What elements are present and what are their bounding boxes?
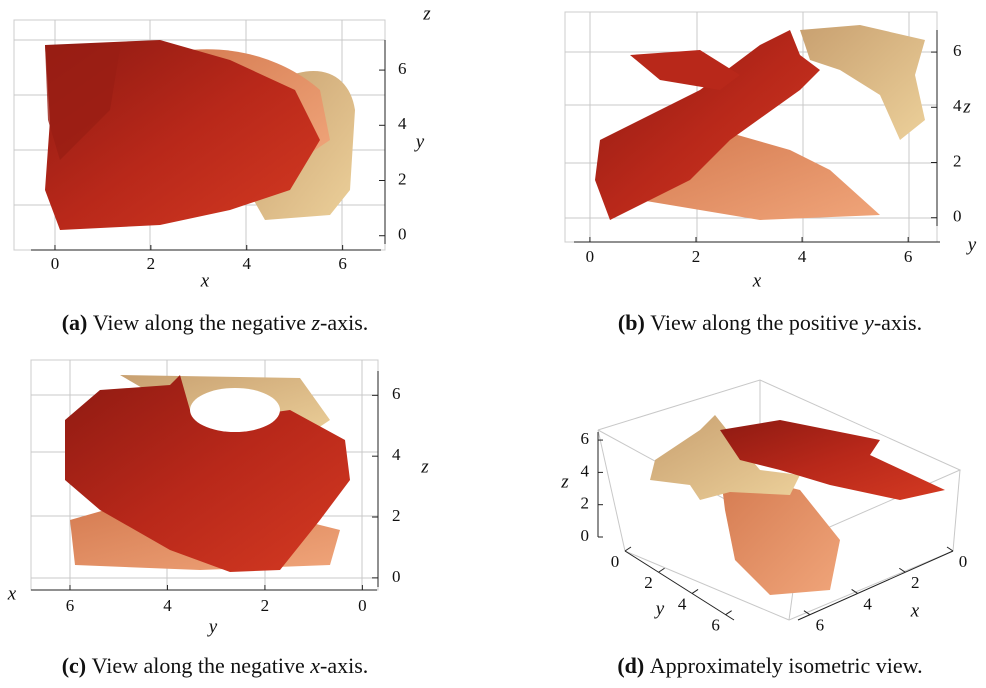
tick-label: 0 bbox=[392, 567, 401, 586]
caption-text: x bbox=[309, 653, 320, 678]
surface bbox=[45, 40, 355, 230]
tick-label: 0 bbox=[51, 254, 60, 273]
tick-label: 4 bbox=[163, 596, 172, 615]
tick-label: 0 bbox=[581, 526, 590, 545]
tick-label: 2 bbox=[581, 494, 590, 513]
caption-text: -axis. bbox=[320, 653, 368, 678]
tick-label: 0 bbox=[586, 247, 595, 266]
tick-label: 4 bbox=[243, 254, 252, 273]
caption: (d) Approximately isometric view. bbox=[617, 653, 922, 678]
tick-mark bbox=[725, 610, 732, 616]
caption-label: (b) bbox=[618, 310, 645, 335]
tick-mark bbox=[803, 610, 811, 616]
caption: (b) View along the positive y-axis. bbox=[618, 310, 922, 335]
tick-label: 2 bbox=[911, 573, 920, 592]
tick-label: 2 bbox=[692, 247, 701, 266]
tick-label: 4 bbox=[678, 594, 687, 613]
axis-line bbox=[797, 550, 954, 621]
axis-label: z bbox=[420, 456, 429, 477]
caption-label: (d) bbox=[617, 653, 644, 678]
tick-label: 2 bbox=[261, 596, 270, 615]
tick-label: 6 bbox=[953, 41, 962, 60]
axis-label: z bbox=[560, 471, 569, 492]
caption-text: View along the negative bbox=[93, 310, 312, 335]
caption-text: -axis. bbox=[320, 310, 368, 335]
tick-label: 6 bbox=[711, 616, 720, 635]
tick-mark bbox=[899, 567, 906, 573]
axis-label: y bbox=[414, 131, 425, 152]
tick-label: 0 bbox=[398, 225, 407, 244]
tick-label: 0 bbox=[959, 552, 968, 571]
caption-text: -axis. bbox=[874, 310, 922, 335]
tick-mark bbox=[851, 589, 858, 594]
caption-text: Approximately isometric view. bbox=[650, 653, 923, 678]
tick-label: 6 bbox=[904, 247, 913, 266]
tick-label: 4 bbox=[398, 114, 407, 133]
tick-label: 6 bbox=[66, 596, 75, 615]
tick-label: 2 bbox=[398, 169, 407, 188]
axis-label: z bbox=[422, 3, 431, 24]
caption-label: (a) bbox=[62, 310, 88, 335]
tick-label: 6 bbox=[581, 429, 590, 448]
tick-label: 6 bbox=[816, 616, 825, 635]
caption-text: y bbox=[862, 310, 874, 335]
tick-label: 0 bbox=[611, 552, 620, 571]
tick-mark bbox=[658, 567, 665, 573]
surface bbox=[650, 415, 945, 595]
tick-label: 4 bbox=[798, 247, 807, 266]
tick-label: 4 bbox=[581, 461, 590, 480]
axis-label: y bbox=[654, 598, 665, 619]
caption-text: View along the negative bbox=[92, 653, 311, 678]
tick-label: 6 bbox=[398, 59, 407, 78]
caption-label: (c) bbox=[62, 653, 86, 678]
axis-label: x bbox=[7, 583, 17, 604]
tick-mark bbox=[691, 589, 699, 594]
tick-label: 2 bbox=[392, 506, 401, 525]
tick-label: 6 bbox=[338, 254, 347, 273]
tick-label: 0 bbox=[358, 596, 367, 615]
tick-label: 2 bbox=[644, 573, 653, 592]
tick-label: 4 bbox=[392, 445, 401, 464]
tick-label: 2 bbox=[147, 254, 156, 273]
axis-label: x bbox=[752, 270, 762, 291]
tick-mark bbox=[624, 546, 632, 552]
axis-label: x bbox=[910, 600, 920, 621]
axis-label: y bbox=[207, 616, 218, 637]
axis-line bbox=[624, 550, 735, 621]
caption-text: View along the positive bbox=[650, 310, 864, 335]
caption: (a) View along the negative z-axis. bbox=[62, 310, 369, 335]
axis-label: y bbox=[966, 234, 977, 255]
axis-label: x bbox=[200, 270, 210, 291]
surface bbox=[595, 25, 925, 220]
tick-label: 4 bbox=[863, 594, 872, 613]
tick-label: 2 bbox=[953, 151, 962, 170]
axis-label: z bbox=[962, 96, 971, 117]
tick-label: 6 bbox=[392, 384, 401, 403]
caption: (c) View along the negative x-axis. bbox=[62, 653, 369, 678]
caption-text: z bbox=[310, 310, 320, 335]
tick-label: 4 bbox=[953, 96, 962, 115]
surface bbox=[65, 375, 350, 572]
tick-mark bbox=[946, 546, 954, 552]
tick-label: 0 bbox=[953, 207, 962, 226]
